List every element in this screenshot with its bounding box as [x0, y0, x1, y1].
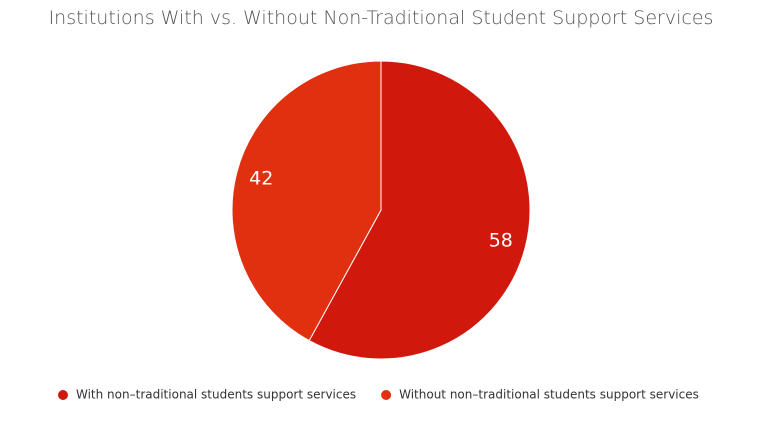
data-label: 42: [249, 168, 273, 190]
chart-title: Institutions With vs. Without Non-Tradit…: [49, 7, 714, 29]
data-label: 58: [489, 229, 513, 251]
legend-marker: [381, 390, 392, 400]
pie-slice: [308, 60, 531, 360]
pie-slice: [231, 60, 382, 342]
legend-label: With non–traditional students support se…: [76, 388, 356, 402]
legend-label: Without non–traditional students support…: [399, 388, 699, 402]
legend-marker: [58, 390, 68, 400]
